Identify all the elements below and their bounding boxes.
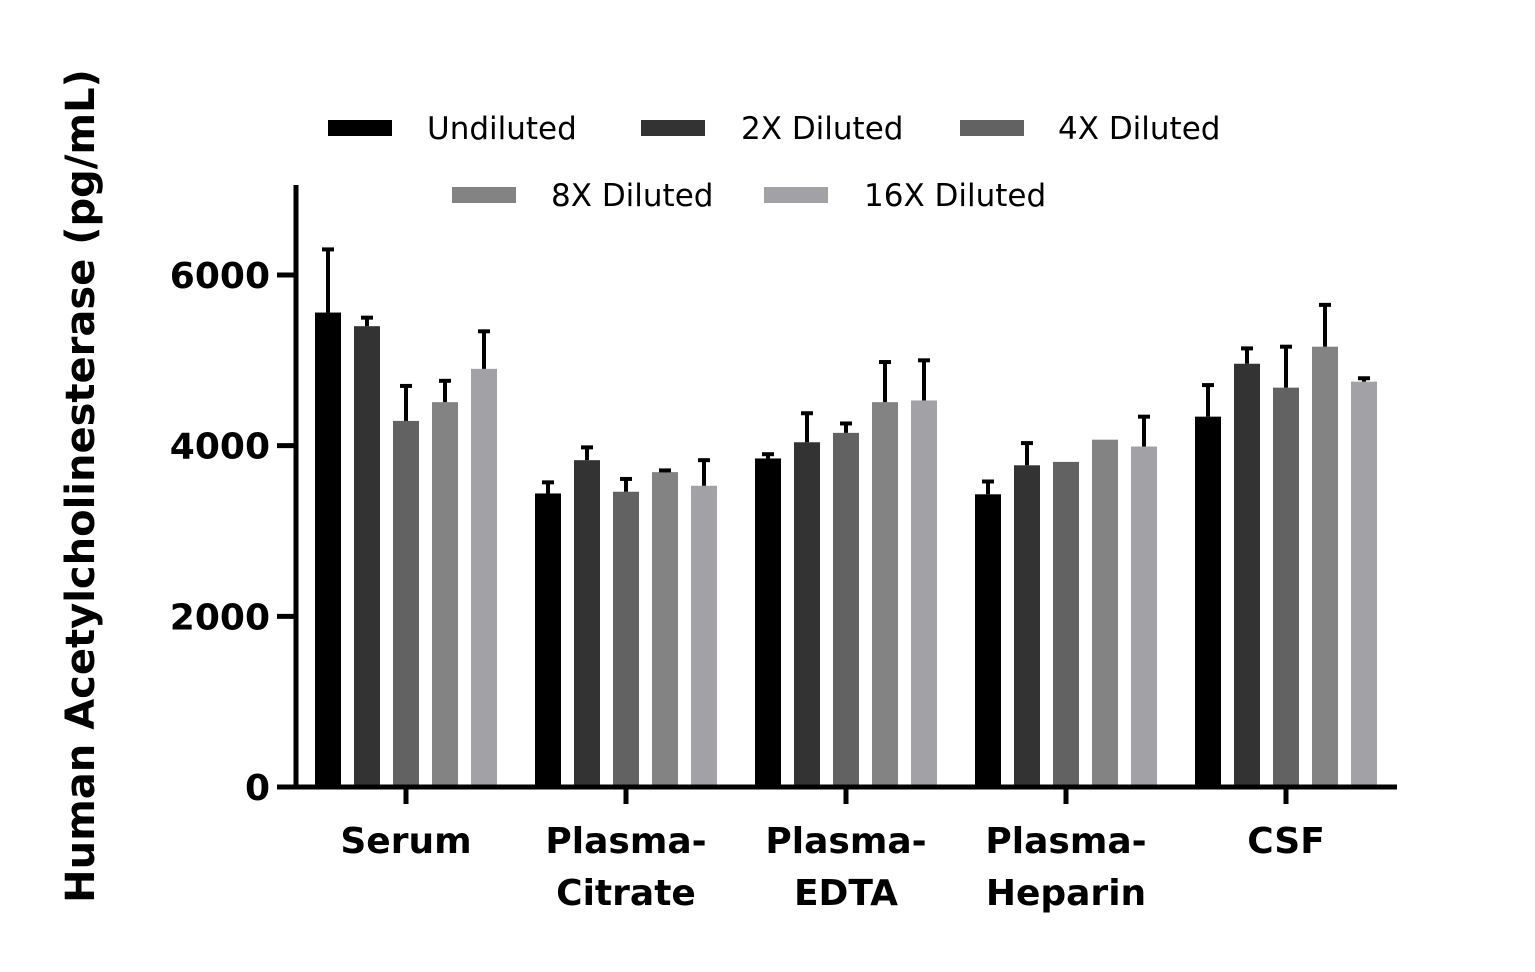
error-bar <box>840 421 852 433</box>
legend-swatch <box>452 187 516 203</box>
x-tick-label: Heparin <box>986 873 1146 914</box>
bar <box>354 326 380 787</box>
error-bar <box>361 315 373 327</box>
legend-swatch <box>641 120 705 136</box>
legend-swatch <box>960 120 1024 136</box>
y-axis-label: Human Acetylcholinesterase (pg/mL) <box>58 69 104 903</box>
y-tick-label: 4000 <box>170 427 270 468</box>
error-bar <box>1280 344 1292 388</box>
bar <box>613 491 639 787</box>
bar <box>755 458 781 787</box>
bars <box>315 312 1377 787</box>
legend-item: 4X Diluted <box>960 111 1220 147</box>
bar <box>691 485 717 787</box>
error-bar <box>762 452 774 459</box>
y-tick-label: 0 <box>245 768 270 809</box>
x-tick-label: EDTA <box>794 873 898 914</box>
bar <box>1273 387 1299 787</box>
x-tick-label: Plasma- <box>545 821 706 862</box>
error-bar <box>659 468 671 473</box>
legend-label: 8X Diluted <box>551 178 713 214</box>
bar <box>1312 346 1338 787</box>
bar <box>652 472 678 787</box>
x-tick-label: Plasma- <box>765 821 926 862</box>
legend-label: Undiluted <box>427 111 577 147</box>
bar <box>535 493 561 787</box>
bar <box>975 494 1001 787</box>
bar <box>393 420 419 787</box>
legend-label: 16X Diluted <box>864 178 1046 214</box>
bar <box>315 312 341 787</box>
bar <box>1131 446 1157 787</box>
legend-swatch <box>328 120 392 136</box>
error-bar <box>879 360 891 403</box>
bar <box>1351 381 1377 787</box>
error-bar <box>918 358 930 401</box>
error-bar <box>1241 346 1253 364</box>
axes <box>277 185 1397 790</box>
bar <box>794 442 820 787</box>
error-bar <box>322 247 334 313</box>
bar <box>1234 363 1260 787</box>
error-bars <box>322 247 1370 495</box>
error-bar <box>439 378 451 403</box>
bar <box>1195 416 1221 787</box>
bar <box>574 460 600 787</box>
legend-label: 4X Diluted <box>1058 111 1220 147</box>
error-bar <box>620 476 632 492</box>
error-bar <box>581 445 593 461</box>
legend-item: 16X Diluted <box>764 178 1046 214</box>
legend-item: Undiluted <box>328 111 577 147</box>
error-bar <box>478 329 490 369</box>
bar <box>1014 465 1040 787</box>
bar <box>1053 461 1079 787</box>
bar <box>872 402 898 787</box>
error-bar <box>1138 414 1150 447</box>
legend-item: 8X Diluted <box>452 178 713 214</box>
error-bar <box>400 383 412 421</box>
bar <box>471 368 497 787</box>
legend-item: 2X Diluted <box>641 111 903 147</box>
legend-label: 2X Diluted <box>741 111 903 147</box>
bar <box>833 432 859 787</box>
y-tick-label: 6000 <box>170 256 270 297</box>
error-bar <box>1021 441 1033 466</box>
y-tick-label: 2000 <box>170 597 270 638</box>
bar <box>911 400 937 787</box>
error-bar <box>1202 383 1214 417</box>
x-ticks: Serum Plasma- Citrate Plasma- EDTA Plasma- Hep… <box>340 787 1325 914</box>
legend: Undiluted 2X Diluted 4X Diluted 8X Diluted 1… <box>328 111 1220 214</box>
legend-swatch <box>764 187 828 203</box>
error-bar <box>982 479 994 495</box>
error-bar <box>542 480 554 494</box>
x-tick-label: CSF <box>1247 821 1325 862</box>
error-bar <box>698 458 710 486</box>
error-bar <box>1319 302 1331 347</box>
x-tick-label: Citrate <box>556 873 696 914</box>
error-bar <box>1358 376 1370 382</box>
error-bar <box>801 411 813 443</box>
bar <box>432 402 458 787</box>
x-tick-label: Plasma- <box>985 821 1146 862</box>
y-ticks: 0 2000 4000 6000 <box>170 256 296 809</box>
bar <box>1092 439 1118 787</box>
x-tick-label: Serum <box>340 821 471 862</box>
